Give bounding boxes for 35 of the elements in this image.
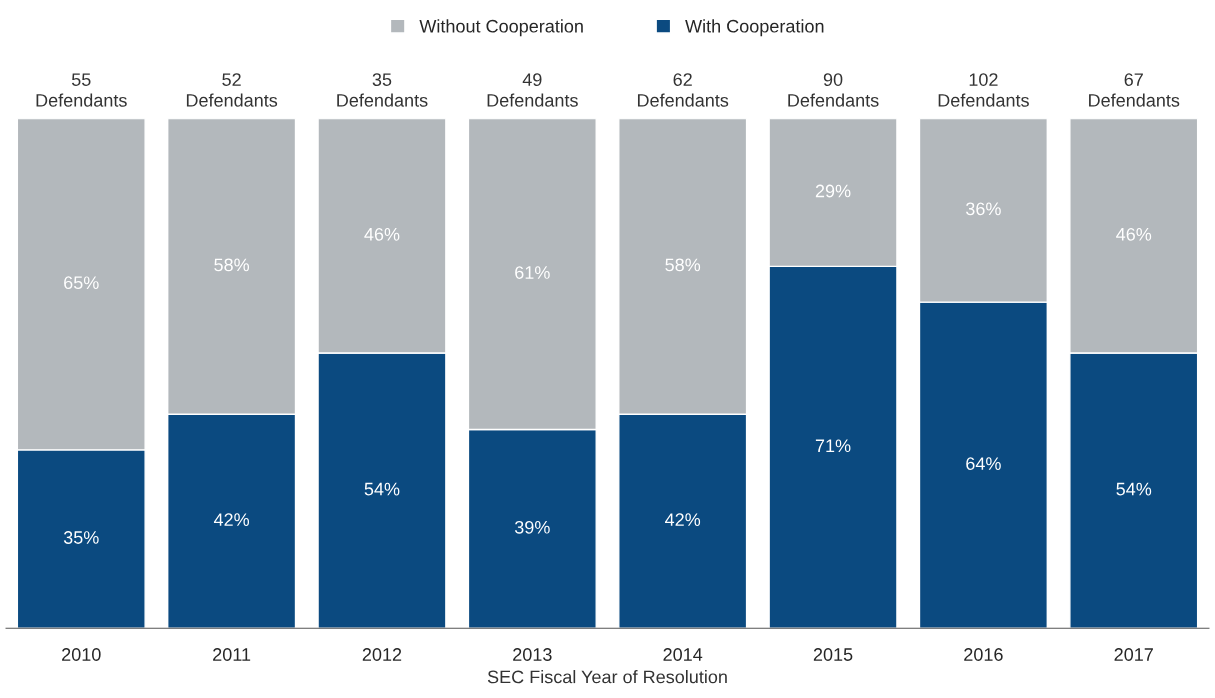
data-label: 61% xyxy=(515,266,550,279)
annotation: 67 Defendants xyxy=(1089,73,1180,107)
data-label: 46% xyxy=(364,227,400,241)
data-label: 29% xyxy=(815,184,851,198)
annotation: 35 Defendants xyxy=(337,73,428,107)
x-tick-label: 2016 xyxy=(964,648,1003,661)
data-label: 54% xyxy=(1116,482,1152,496)
x-tick-label: 2010 xyxy=(62,648,101,661)
legend-label: With Cooperation xyxy=(685,19,824,37)
x-tick-label: 2012 xyxy=(362,648,402,661)
x-tick-label: 2015 xyxy=(813,648,853,661)
x-tick-label: 2014 xyxy=(663,648,703,661)
data-label: 35% xyxy=(63,531,99,544)
x-tick-label: 2011 xyxy=(213,648,251,661)
data-label: 42% xyxy=(665,513,701,526)
data-label: 39% xyxy=(514,520,550,534)
data-label: 36% xyxy=(966,202,1001,216)
data-label: 65% xyxy=(64,276,99,290)
data-label: 42% xyxy=(213,513,250,526)
annotation: 52 Defendants xyxy=(186,73,278,107)
data-label: 71% xyxy=(815,439,851,453)
annotation: 49 Defendants xyxy=(487,73,578,107)
data-label: 46% xyxy=(1116,227,1152,241)
x-tick-label: 2017 xyxy=(1114,648,1153,661)
annotation: 55 Defendants xyxy=(36,73,127,107)
annotation: 90 Defendants xyxy=(788,73,879,107)
x-tick-label: 2013 xyxy=(513,648,552,661)
data-label: 58% xyxy=(665,258,701,272)
data-label: 54% xyxy=(364,482,400,496)
legend-label: Without Cooperation xyxy=(419,19,583,37)
data-label: 58% xyxy=(214,258,250,272)
data-label: 64% xyxy=(966,457,1001,470)
annotation: 102 Defendants xyxy=(938,73,1029,107)
annotation: 62 Defendants xyxy=(637,73,729,107)
x-axis-title: SEC Fiscal Year of Resolution xyxy=(487,670,727,684)
